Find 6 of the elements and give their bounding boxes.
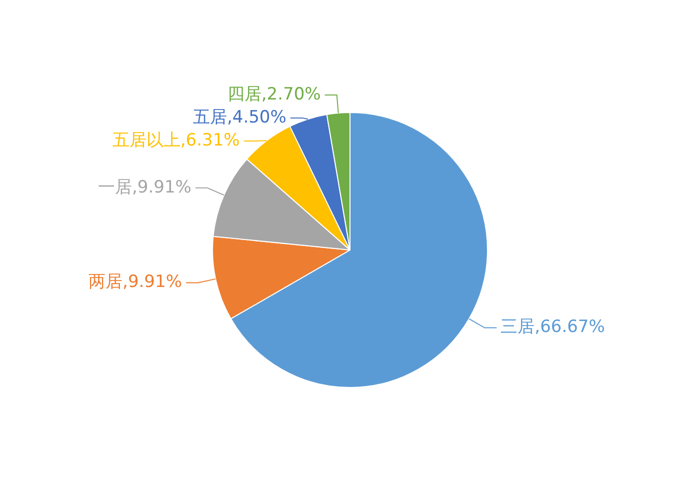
slice-label: 四居,2.70% [227, 84, 321, 104]
slice-label: 一居,9.91% [98, 177, 192, 198]
slice-label: 三居,66.67% [500, 317, 605, 338]
slice-label: 五居,4.50% [192, 107, 286, 128]
slice-label: 五居以上,6.31% [112, 130, 240, 150]
slice-label: 两居,9.91% [88, 272, 182, 292]
